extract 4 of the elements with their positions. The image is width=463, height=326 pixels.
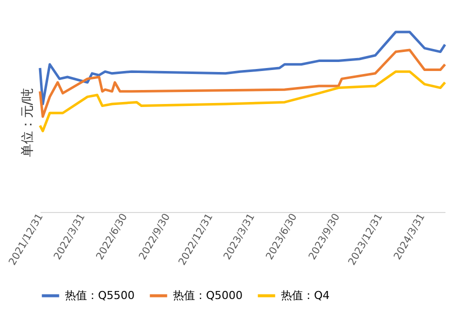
y-axis-title: 单位：元/吨 bbox=[20, 88, 36, 158]
legend-label: 热值：Q5000 bbox=[173, 288, 243, 302]
legend-label: 热值：Q4 bbox=[281, 288, 330, 302]
legend-label: 热值：Q5500 bbox=[65, 288, 135, 302]
